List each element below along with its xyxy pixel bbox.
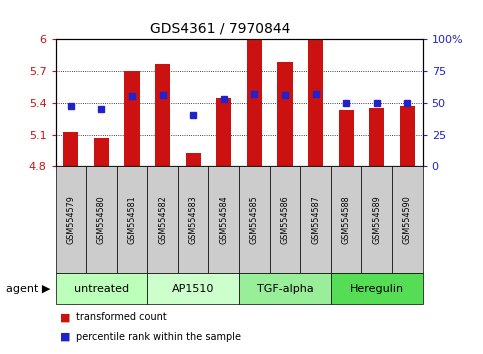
Text: GSM554586: GSM554586 (281, 195, 289, 244)
Text: GDS4361 / 7970844: GDS4361 / 7970844 (150, 21, 290, 35)
Bar (155, 64, 170, 166)
Text: untreated: untreated (74, 284, 129, 293)
Bar (361, 166, 392, 273)
Bar (247, 40, 262, 166)
Text: GSM554588: GSM554588 (341, 195, 351, 244)
Text: GSM554587: GSM554587 (311, 195, 320, 244)
Text: GSM554590: GSM554590 (403, 195, 412, 244)
Bar (331, 166, 361, 273)
Text: agent ▶: agent ▶ (6, 284, 51, 293)
Text: GSM554584: GSM554584 (219, 195, 228, 244)
Bar (94, 138, 109, 166)
Text: percentile rank within the sample: percentile rank within the sample (76, 332, 241, 342)
Bar (125, 71, 140, 166)
Bar (308, 40, 323, 166)
Bar (331, 273, 423, 304)
Bar (239, 273, 331, 304)
Bar (86, 166, 117, 273)
Text: Heregulin: Heregulin (350, 284, 404, 293)
Text: ■: ■ (60, 332, 71, 342)
Bar (147, 273, 239, 304)
Text: GSM554580: GSM554580 (97, 195, 106, 244)
Text: GSM554589: GSM554589 (372, 195, 381, 244)
Bar (56, 273, 147, 304)
Bar (185, 153, 201, 166)
Bar (63, 132, 78, 166)
Text: GSM554583: GSM554583 (189, 195, 198, 244)
Bar (56, 166, 86, 273)
Bar (178, 166, 209, 273)
Text: ■: ■ (60, 312, 71, 322)
Bar (369, 108, 384, 166)
Bar (117, 166, 147, 273)
Bar (239, 166, 270, 273)
Text: AP1510: AP1510 (172, 284, 214, 293)
Bar (339, 110, 354, 166)
Text: TGF-alpha: TGF-alpha (256, 284, 313, 293)
Bar (300, 166, 331, 273)
Text: GSM554582: GSM554582 (158, 195, 167, 244)
Bar (277, 62, 293, 166)
Text: GSM554585: GSM554585 (250, 195, 259, 244)
Bar (392, 166, 423, 273)
Bar (400, 106, 415, 166)
Bar (147, 166, 178, 273)
Bar (216, 98, 231, 166)
Text: GSM554581: GSM554581 (128, 195, 137, 244)
Text: GSM554579: GSM554579 (66, 195, 75, 244)
Text: transformed count: transformed count (76, 312, 167, 322)
Bar (270, 166, 300, 273)
Bar (209, 166, 239, 273)
